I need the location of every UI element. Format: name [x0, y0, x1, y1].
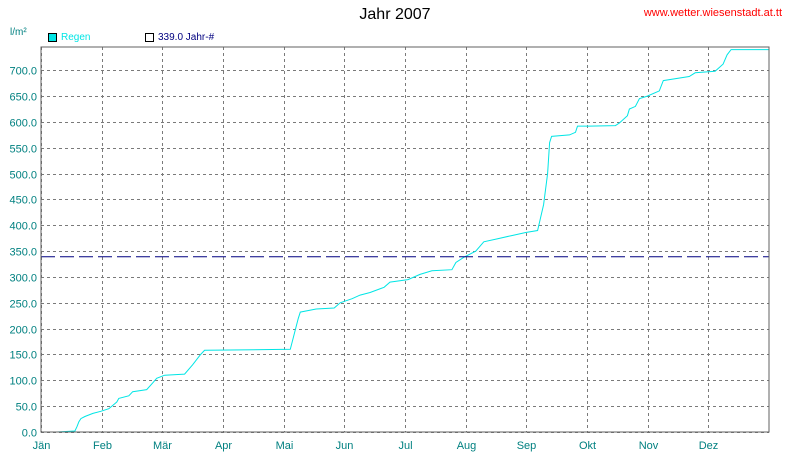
legend-swatch-regen: [48, 33, 57, 42]
legend-item-regen: Regen: [48, 32, 90, 43]
y-tick-label: 200.0: [9, 325, 37, 337]
y-tick-label: 350.0: [9, 247, 37, 259]
x-tick-label: Dez: [699, 440, 719, 452]
y-tick-labels: 0.0 50.0 100.0 150.0 200.0 250.0 300.0 350.0 400…: [9, 66, 37, 440]
y-tick-label: 250.0: [9, 299, 37, 311]
legend-label-year-average: 339.0 Jahr-#: [158, 32, 215, 43]
plot-frame: [40, 46, 770, 433]
y-tick-label: 400.0: [9, 221, 37, 233]
y-tick-label: 0.0: [22, 428, 37, 440]
source-link[interactable]: www.wetter.wiesenstadt.at.tt: [643, 7, 782, 19]
y-tick-label: 150.0: [9, 350, 37, 362]
x-tick-label: Sep: [517, 440, 537, 452]
y-tick-label: 450.0: [9, 195, 37, 207]
x-tick-label: Mär: [153, 440, 172, 452]
series-line-regen: [41, 49, 769, 433]
y-tick-label: 500.0: [9, 170, 37, 182]
x-tick-label: Jul: [398, 440, 412, 452]
x-tick-label: Nov: [639, 440, 659, 452]
y-tick-label: 550.0: [9, 144, 37, 156]
x-tick-labels: Jän Feb Mär Apr Mai Jun Jul Aug Sep Okt Nov Dez: [33, 440, 719, 452]
series-marks: [41, 49, 769, 433]
y-tick-label: 50.0: [16, 402, 37, 414]
y-tick-label: 650.0: [9, 92, 37, 104]
legend-label-regen: Regen: [61, 32, 91, 43]
y-tick-label: 100.0: [9, 376, 37, 388]
legend-swatch-year-average: [145, 33, 154, 42]
y-unit-label: l/m²: [10, 27, 27, 38]
x-tick-label: Okt: [579, 440, 596, 452]
y-tick-label: 600.0: [9, 118, 37, 130]
x-tick-label: Mai: [276, 440, 294, 452]
y-tick-label: 300.0: [9, 273, 37, 285]
legend-item-year-average: 339.0 Jahr-#: [145, 32, 214, 43]
y-tick-label: 700.0: [9, 66, 37, 78]
x-tick-label: Apr: [215, 440, 232, 452]
x-tick-label: Aug: [457, 440, 477, 452]
x-tick-label: Jän: [33, 440, 51, 452]
x-tick-label: Feb: [93, 440, 112, 452]
x-tick-label: Jun: [336, 440, 354, 452]
grid: [41, 47, 769, 433]
chart-title: Jahr 2007: [359, 6, 431, 23]
